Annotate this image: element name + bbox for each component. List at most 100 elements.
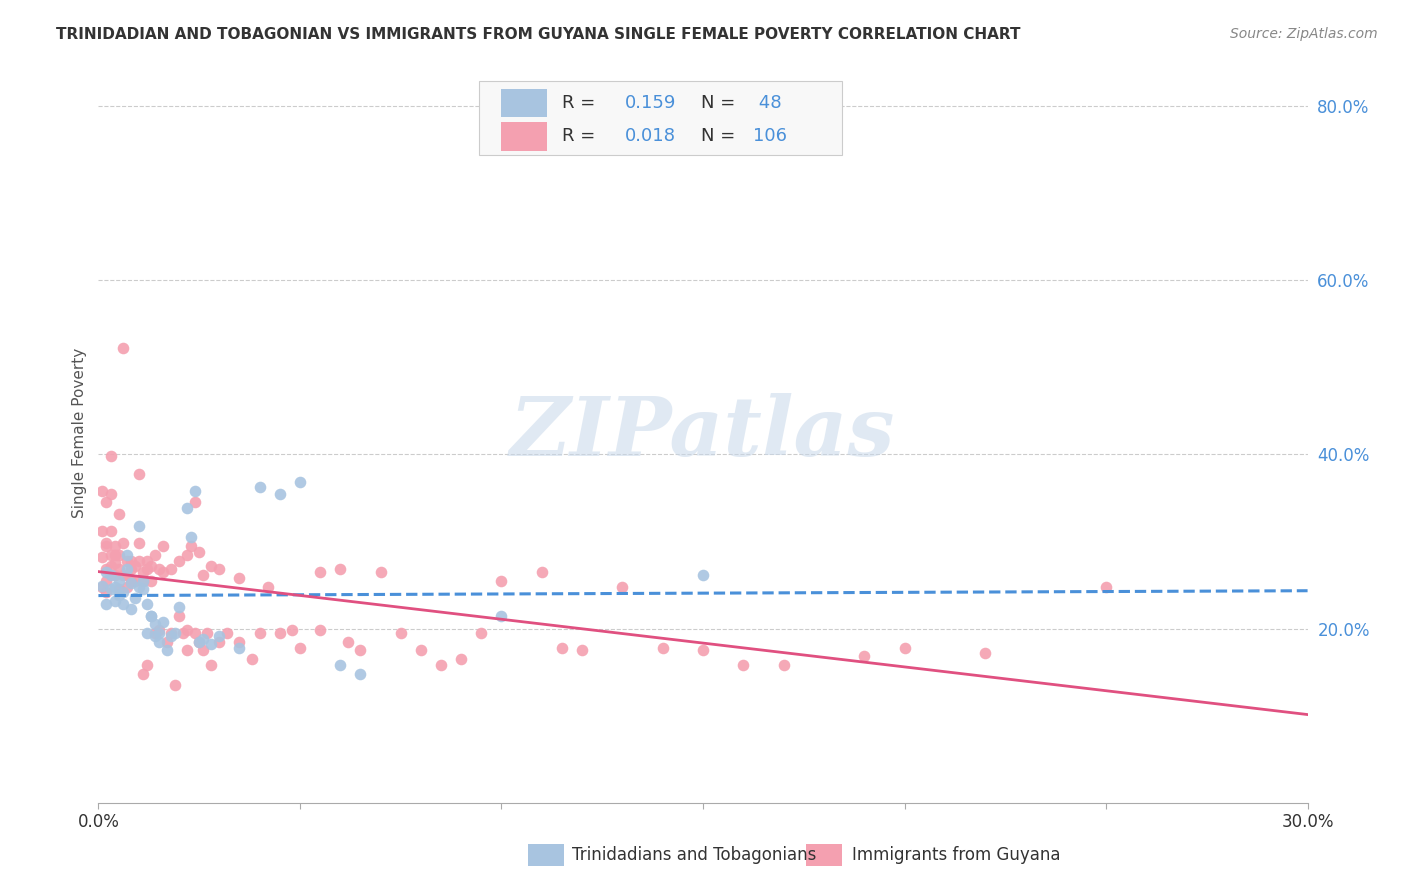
Point xyxy=(132,666,155,681)
Point xyxy=(91,483,114,498)
Point xyxy=(551,640,574,655)
Point xyxy=(128,467,150,481)
Point xyxy=(107,582,129,597)
Point xyxy=(249,481,271,495)
Point xyxy=(193,643,215,657)
Point xyxy=(180,539,202,553)
Point xyxy=(111,567,134,582)
Text: N =: N = xyxy=(700,128,741,145)
Point xyxy=(120,576,142,591)
Point xyxy=(152,565,174,579)
Point xyxy=(107,574,129,588)
FancyBboxPatch shape xyxy=(501,89,547,117)
Point xyxy=(148,562,170,576)
Point xyxy=(143,626,166,640)
Point xyxy=(491,608,513,623)
Point xyxy=(139,608,162,623)
FancyBboxPatch shape xyxy=(501,122,547,151)
Point xyxy=(184,495,207,509)
Point xyxy=(208,629,231,643)
Text: TRINIDADIAN AND TOBAGONIAN VS IMMIGRANTS FROM GUYANA SINGLE FEMALE POVERTY CORRE: TRINIDADIAN AND TOBAGONIAN VS IMMIGRANTS… xyxy=(56,27,1021,42)
Point xyxy=(167,554,190,568)
Point xyxy=(409,643,432,657)
Point xyxy=(156,643,179,657)
Point xyxy=(692,567,714,582)
Point xyxy=(124,591,146,606)
Point xyxy=(530,565,553,579)
Point xyxy=(228,640,250,655)
Point xyxy=(176,624,198,638)
Point xyxy=(143,629,166,643)
Point xyxy=(974,646,997,660)
Point xyxy=(160,629,183,643)
Point xyxy=(100,558,122,573)
Point xyxy=(240,652,263,666)
Point xyxy=(135,562,157,576)
Point xyxy=(167,599,190,614)
FancyBboxPatch shape xyxy=(806,844,842,866)
Point xyxy=(772,658,794,673)
Point xyxy=(103,556,125,570)
Point xyxy=(96,495,118,509)
Point xyxy=(160,562,183,576)
Point xyxy=(160,626,183,640)
Point xyxy=(152,539,174,553)
Point xyxy=(217,626,239,640)
Point xyxy=(124,574,146,588)
Point xyxy=(100,449,122,463)
Point xyxy=(430,658,453,673)
Point xyxy=(115,567,138,582)
Point xyxy=(124,558,146,573)
Point xyxy=(115,548,138,562)
FancyBboxPatch shape xyxy=(527,844,564,866)
Point xyxy=(281,624,304,638)
Text: 106: 106 xyxy=(752,128,786,145)
Point xyxy=(103,580,125,594)
Point xyxy=(107,562,129,576)
Point xyxy=(148,634,170,648)
Point xyxy=(120,554,142,568)
Point xyxy=(1095,580,1118,594)
Point xyxy=(139,608,162,623)
Point xyxy=(176,643,198,657)
Point xyxy=(115,580,138,594)
Text: 48: 48 xyxy=(752,95,782,112)
Text: N =: N = xyxy=(700,95,741,112)
Point xyxy=(143,548,166,562)
Text: 0.159: 0.159 xyxy=(624,95,676,112)
Point xyxy=(103,539,125,553)
Point xyxy=(128,580,150,594)
Point xyxy=(107,548,129,562)
Point xyxy=(148,626,170,640)
Point xyxy=(96,565,118,579)
Point xyxy=(96,585,118,599)
Text: R =: R = xyxy=(561,128,600,145)
Point xyxy=(176,501,198,516)
Point xyxy=(132,574,155,588)
Point xyxy=(269,626,291,640)
Point xyxy=(200,558,222,573)
Point xyxy=(188,634,211,648)
Point xyxy=(139,574,162,588)
Point xyxy=(128,554,150,568)
Point xyxy=(128,518,150,533)
Point xyxy=(103,548,125,562)
Point xyxy=(132,582,155,597)
Point xyxy=(148,624,170,638)
Point xyxy=(188,634,211,648)
Point xyxy=(184,483,207,498)
Point xyxy=(188,545,211,559)
Point xyxy=(176,548,198,562)
Point xyxy=(135,597,157,611)
Point xyxy=(184,626,207,640)
Point xyxy=(91,579,114,593)
Point xyxy=(200,658,222,673)
Point xyxy=(349,643,371,657)
Point xyxy=(163,678,186,692)
Point xyxy=(612,580,634,594)
Point xyxy=(349,666,371,681)
Point xyxy=(152,615,174,629)
Point xyxy=(115,562,138,576)
Point xyxy=(91,550,114,565)
Point xyxy=(309,565,332,579)
